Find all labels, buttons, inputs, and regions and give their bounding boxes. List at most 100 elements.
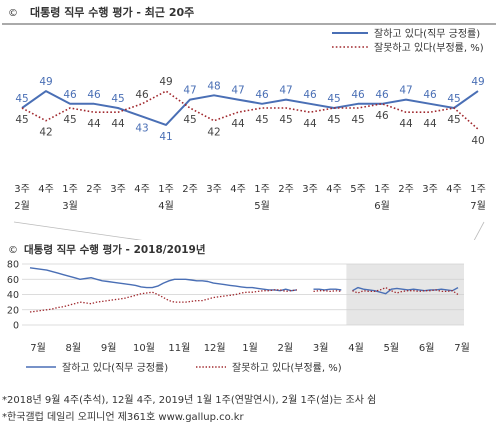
negative-data-label: 45 bbox=[351, 114, 364, 126]
x-week-label: 3주 bbox=[14, 184, 30, 195]
negative-data-label: 45 bbox=[63, 114, 76, 126]
positive-data-label: 45 bbox=[111, 93, 124, 105]
series-line-0 bbox=[21, 90, 479, 126]
x-week-label: 4주 bbox=[134, 184, 150, 195]
legend-label-1: 잘못하고 있다(부정률, %) bbox=[232, 361, 342, 374]
zoom-connector-left bbox=[13, 221, 143, 240]
x-week-label: 2주 bbox=[86, 184, 102, 195]
positive-data-label: 46 bbox=[303, 89, 317, 101]
positive-data-label: 46 bbox=[423, 89, 437, 101]
negative-data-label: 40 bbox=[471, 135, 484, 147]
positive-data-label: 46 bbox=[375, 89, 389, 101]
positive-data-label: 47 bbox=[231, 85, 244, 97]
positive-data-label: 49 bbox=[39, 76, 52, 88]
x-month-label: 6월 bbox=[419, 342, 435, 354]
x-week-label: 1주 bbox=[158, 184, 174, 195]
x-month-label: 8월 bbox=[66, 342, 82, 354]
negative-data-label: 49 bbox=[159, 76, 172, 88]
x-week-label: 4주 bbox=[230, 184, 246, 195]
negative-data-label: 45 bbox=[327, 114, 340, 126]
positive-data-label: 47 bbox=[183, 85, 196, 97]
legend-label-0: 잘하고 있다(직무 긍정률) bbox=[62, 361, 168, 374]
x-week-label: 4주 bbox=[38, 184, 54, 195]
positive-data-label: 47 bbox=[279, 85, 292, 97]
x-week-label: 3주 bbox=[302, 184, 318, 195]
positive-data-label: 45 bbox=[15, 93, 28, 105]
negative-data-label: 44 bbox=[87, 118, 101, 130]
x-month-label: 7월 bbox=[454, 342, 470, 354]
x-month-label: 2월 bbox=[278, 342, 294, 354]
x-week-label: 2주 bbox=[398, 184, 414, 195]
x-month-label: 4월 bbox=[348, 342, 364, 354]
positive-data-label: 43 bbox=[135, 122, 148, 134]
negative-data-label: 46 bbox=[135, 89, 149, 101]
x-month-label: 1월 bbox=[242, 342, 258, 354]
negative-data-label: 44 bbox=[423, 118, 437, 130]
positive-data-label: 47 bbox=[399, 85, 412, 97]
zoom-connector-right bbox=[473, 221, 485, 240]
x-month-label: 5월 bbox=[254, 200, 270, 212]
x-month-label: 7월 bbox=[470, 200, 486, 212]
negative-data-label: 44 bbox=[231, 118, 245, 130]
series-line-0 bbox=[29, 267, 459, 295]
legend-label-1: 잘못하고 있다(부정률, %) bbox=[374, 41, 484, 54]
x-month-label: 3월 bbox=[313, 342, 329, 354]
positive-data-label: 45 bbox=[327, 93, 340, 105]
series-line-1 bbox=[29, 286, 459, 313]
chart-title: 대통령 직무 수행 평가 - 2018/2019년 bbox=[24, 243, 206, 256]
y-tick-label: 60 bbox=[7, 275, 19, 286]
x-week-label: 4주 bbox=[446, 184, 462, 195]
chart-title: 대통령 직무 수행 평가 - 최근 20주 bbox=[30, 5, 194, 19]
series-line-1 bbox=[21, 90, 479, 130]
y-tick-label: 80 bbox=[7, 260, 19, 271]
legend-label-0: 잘하고 있다(직무 긍정률) bbox=[374, 27, 480, 40]
x-month-label: 10월 bbox=[133, 342, 155, 354]
x-month-label: 3월 bbox=[62, 200, 78, 212]
x-week-label: 1주 bbox=[470, 184, 486, 195]
positive-data-label: 49 bbox=[471, 76, 484, 88]
x-week-label: 4주 bbox=[326, 184, 342, 195]
x-week-label: 3주 bbox=[422, 184, 438, 195]
x-month-label: 7월 bbox=[30, 342, 46, 354]
x-week-label: 2주 bbox=[278, 184, 294, 195]
negative-data-label: 42 bbox=[207, 127, 220, 139]
footnote-source: *한국갤럽 데일리 오피니언 제361호 www.gallup.co.kr bbox=[2, 412, 244, 423]
x-month-label: 9월 bbox=[101, 342, 117, 354]
x-week-label: 1주 bbox=[254, 184, 270, 195]
y-tick-label: 20 bbox=[7, 305, 19, 316]
negative-data-label: 44 bbox=[399, 118, 413, 130]
x-month-label: 2월 bbox=[14, 200, 30, 212]
x-month-label: 6월 bbox=[374, 200, 390, 212]
x-week-label: 3주 bbox=[110, 184, 126, 195]
x-month-label: 5월 bbox=[384, 342, 400, 354]
x-week-label: 3주 bbox=[206, 184, 222, 195]
positive-data-label: 45 bbox=[447, 93, 460, 105]
footnote-survey-gaps: *2018년 9월 4주(추석), 12월 4주, 2019년 1월 1주(연말… bbox=[2, 395, 377, 406]
x-month-label: 11월 bbox=[168, 342, 190, 354]
positive-data-label: 46 bbox=[63, 89, 77, 101]
negative-data-label: 42 bbox=[39, 127, 52, 139]
negative-data-label: 45 bbox=[447, 114, 460, 126]
y-tick-label: 0 bbox=[13, 321, 19, 332]
negative-data-label: 44 bbox=[111, 118, 125, 130]
positive-data-label: 41 bbox=[159, 131, 172, 143]
positive-data-label: 46 bbox=[87, 89, 101, 101]
x-week-label: 2주 bbox=[182, 184, 198, 195]
positive-data-label: 46 bbox=[351, 89, 365, 101]
positive-data-label: 48 bbox=[207, 80, 220, 92]
title-marker: © bbox=[8, 8, 18, 19]
negative-data-label: 45 bbox=[183, 114, 196, 126]
y-tick-label: 40 bbox=[7, 290, 19, 301]
negative-data-label: 45 bbox=[255, 114, 268, 126]
x-week-label: 1주 bbox=[374, 184, 390, 195]
negative-data-label: 45 bbox=[279, 114, 292, 126]
x-month-label: 12월 bbox=[204, 342, 226, 354]
positive-data-label: 46 bbox=[255, 89, 269, 101]
negative-data-label: 45 bbox=[15, 114, 28, 126]
negative-data-label: 44 bbox=[303, 118, 317, 130]
x-month-label: 4월 bbox=[158, 200, 174, 212]
yearly-chart: © 대통령 직무 수행 평가 - 2018/2019년 0 20 40 60 80 7월 8월 9… bbox=[7, 243, 470, 374]
title-marker: © bbox=[8, 245, 18, 256]
x-week-label: 5주 bbox=[350, 184, 366, 195]
